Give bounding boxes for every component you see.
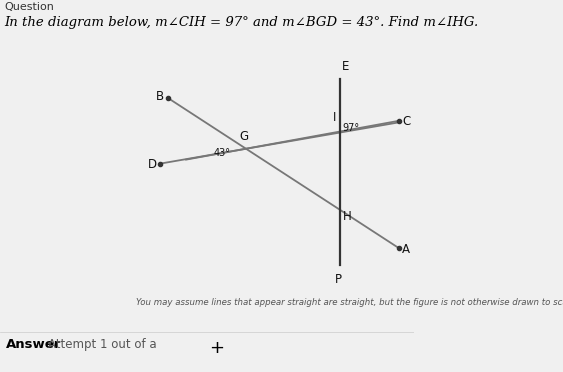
Text: H: H [343, 210, 352, 223]
Text: C: C [402, 115, 410, 128]
Text: Attempt 1 out of a: Attempt 1 out of a [48, 338, 157, 351]
Text: I: I [333, 111, 336, 124]
Text: 97°: 97° [342, 123, 359, 133]
Text: D: D [148, 158, 157, 171]
Text: G: G [239, 130, 248, 142]
Text: P: P [335, 273, 342, 286]
Text: Question: Question [5, 2, 54, 12]
Text: You may assume lines that appear straight are straight, but the figure is not ot: You may assume lines that appear straigh… [136, 298, 563, 307]
Text: +: + [209, 339, 225, 357]
Text: E: E [342, 60, 349, 73]
Text: 43°: 43° [213, 148, 230, 158]
Text: B: B [156, 90, 164, 103]
Text: In the diagram below, m∠CIH = 97° and m∠BGD = 43°. Find m∠IHG.: In the diagram below, m∠CIH = 97° and m∠… [5, 16, 479, 29]
Text: A: A [402, 243, 410, 256]
Text: Answer: Answer [6, 338, 61, 351]
